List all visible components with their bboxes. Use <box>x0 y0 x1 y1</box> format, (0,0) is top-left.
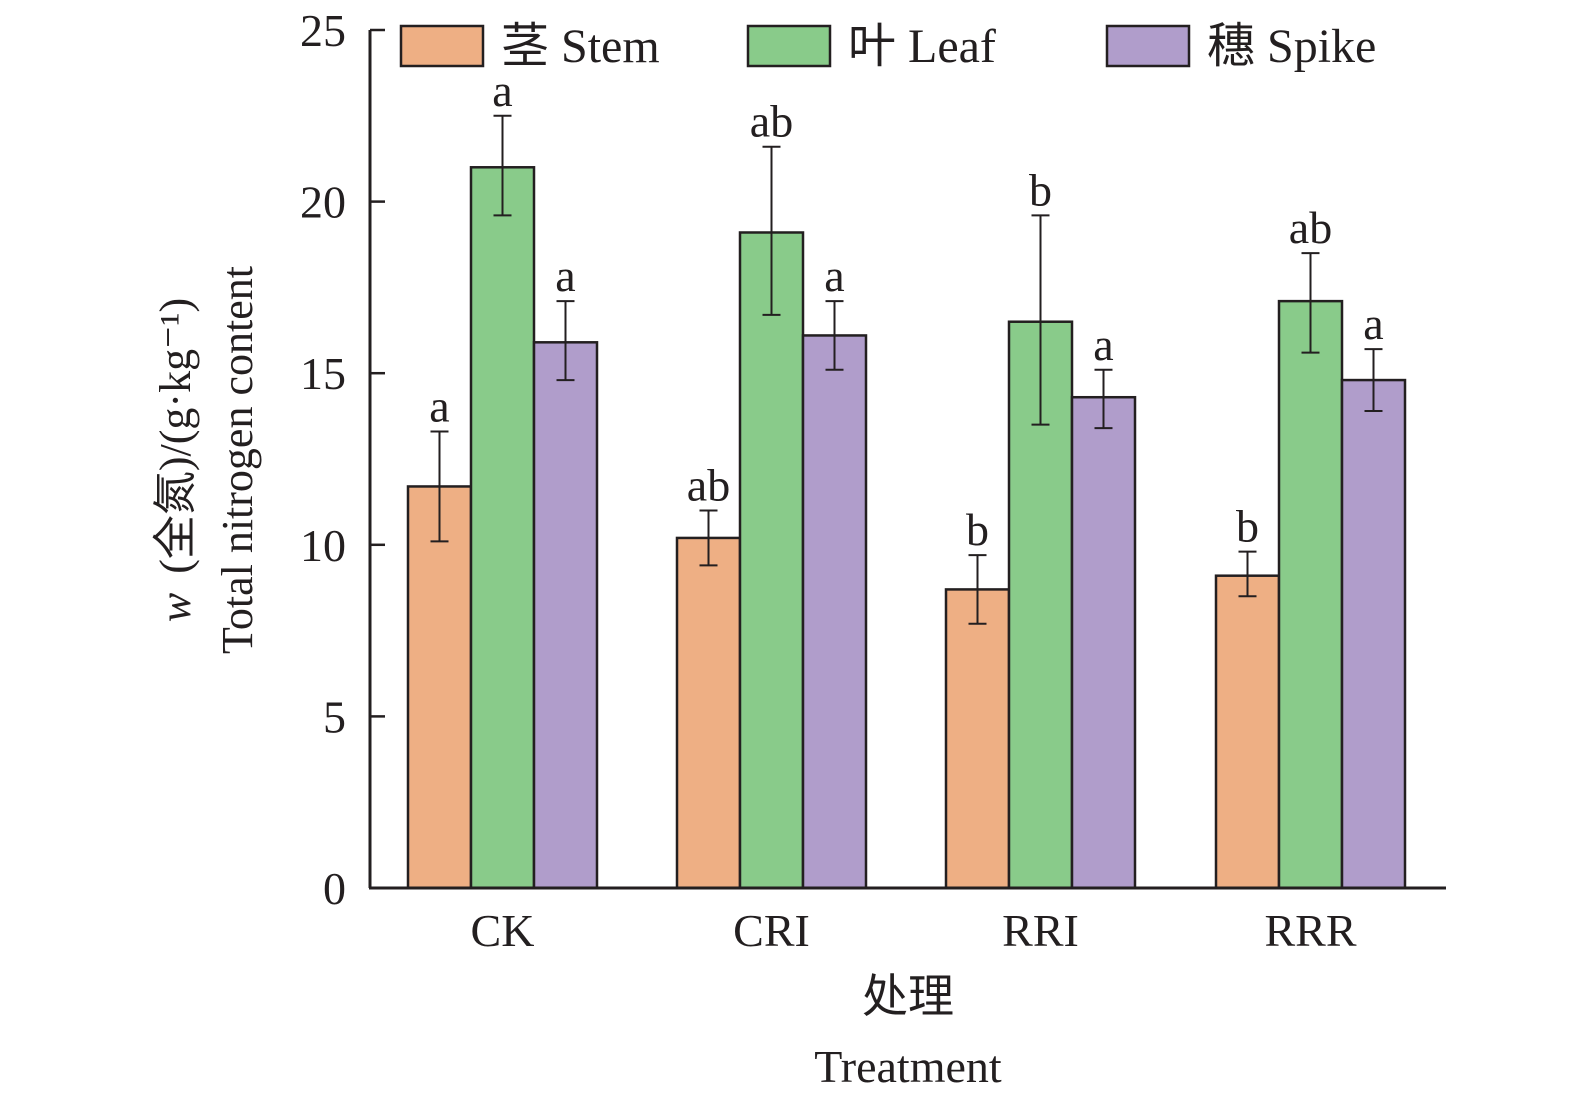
y-axis-title-cn: (全氮)/(g·kg⁻¹) <box>151 298 200 574</box>
bar-rrr-leaf <box>1277 299 1344 890</box>
y-tick-label: 0 <box>323 863 346 914</box>
significance-letter: ab <box>687 459 730 510</box>
error-bar <box>1364 348 1383 412</box>
y-tick-label: 20 <box>300 177 346 228</box>
x-tick-label: CRI <box>733 905 810 956</box>
x-ticks-layer: CK CRI RRI RRR <box>471 905 1357 956</box>
legend-item: 穗 Spike <box>1105 20 1376 73</box>
significance-letter: ab <box>1289 202 1332 253</box>
significance-letter: b <box>1236 501 1259 552</box>
x-axis-title: 处理 <box>862 971 954 1022</box>
significance-letter: a <box>555 250 575 301</box>
error-bar <box>968 554 987 625</box>
legend-swatch <box>399 24 485 68</box>
significance-letter: a <box>1363 298 1383 349</box>
error-bar <box>1301 252 1320 354</box>
bar-rri-spike <box>1070 395 1137 890</box>
x-tick-label: RRI <box>1002 905 1079 956</box>
significance-letter: b <box>1029 164 1052 215</box>
bar-rrr-spike <box>1340 378 1407 890</box>
error-bar <box>699 509 718 567</box>
bar-cri-stem <box>675 536 742 890</box>
y-axis-title-en: Total nitrogen content <box>213 266 262 654</box>
legend-label: 叶 Leaf <box>848 20 996 73</box>
bar-ck-leaf <box>469 166 536 890</box>
error-bars-layer <box>430 114 1383 625</box>
legend: 茎 Stem 叶 Leaf 穗 Spike <box>399 20 1376 73</box>
significance-letter: b <box>966 504 989 555</box>
significance-letter: a <box>492 65 512 116</box>
legend-swatch <box>1105 24 1191 68</box>
legend-item: 茎 Stem <box>399 20 660 73</box>
legend-swatch <box>746 24 832 68</box>
y-tick-label: 25 <box>300 5 346 56</box>
significance-letter: a <box>429 381 449 432</box>
error-bar <box>1238 550 1257 598</box>
x-tick-label: CK <box>471 905 535 956</box>
error-bar <box>1031 214 1050 426</box>
y-axis-title: w (全氮)/(g·kg⁻¹) <box>151 298 200 622</box>
bar-cri-spike <box>801 334 868 890</box>
error-bar <box>493 114 512 217</box>
y-tick-label: 5 <box>323 691 346 742</box>
error-bar <box>762 145 781 316</box>
legend-item: 叶 Leaf <box>746 20 996 73</box>
svg-text:w (全氮)/(g·kg⁻¹): w (全氮)/(g·kg⁻¹) <box>151 298 200 622</box>
bar-rrr-stem <box>1214 574 1281 890</box>
legend-label: 穗 Spike <box>1207 20 1376 73</box>
y-tick-label: 15 <box>300 348 346 399</box>
legend-label: 茎 Stem <box>501 20 660 73</box>
error-bar <box>825 300 844 371</box>
bar-ck-stem <box>406 485 473 890</box>
error-bar <box>1094 368 1113 430</box>
error-bar <box>430 430 449 543</box>
x-axis-title-en: Treatment <box>814 1041 1002 1092</box>
bar-ck-spike <box>532 341 599 890</box>
error-bar <box>556 300 575 382</box>
y-axis-title-en-text: Total nitrogen content <box>213 266 262 654</box>
bar-rri-stem <box>944 588 1011 890</box>
significance-letter: a <box>824 250 844 301</box>
y-tick-label: 10 <box>300 520 346 571</box>
y-axis-title-prefix: w <box>151 592 200 622</box>
x-tick-label: RRR <box>1264 905 1356 956</box>
axes <box>368 30 1446 890</box>
significance-letter: a <box>1093 319 1113 370</box>
bar-cri-leaf <box>738 231 805 890</box>
significance-letter: ab <box>750 96 793 147</box>
y-ticks-layer: 0 5 10 15 20 25 <box>300 5 385 914</box>
